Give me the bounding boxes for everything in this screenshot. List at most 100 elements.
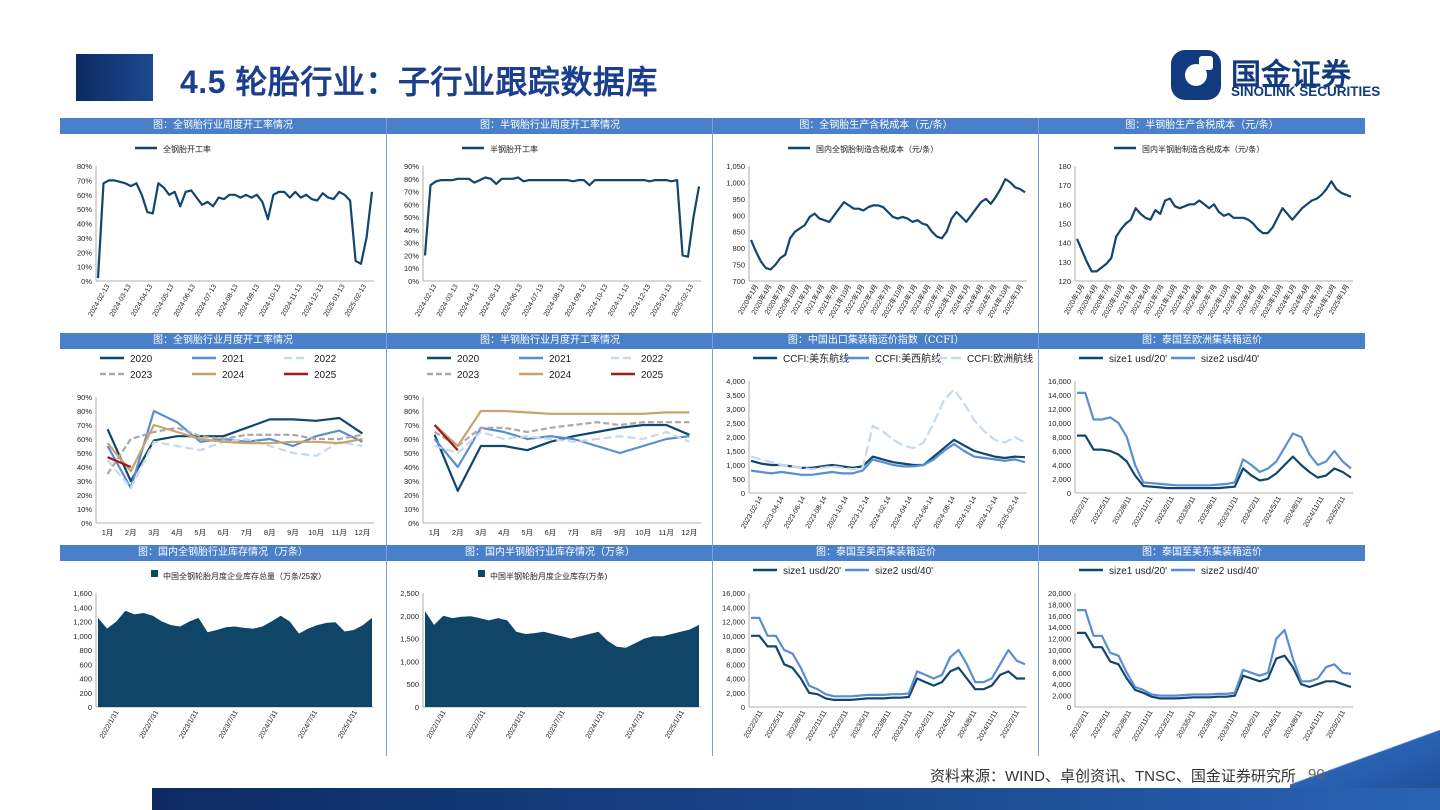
area-series-0 (98, 610, 372, 707)
y-tick-label: 18,000 (1048, 600, 1071, 609)
x-tick-label: 12月 (354, 528, 370, 537)
chart-title: 图：国内半钢胎行业库存情况（万条） (387, 545, 713, 561)
legend-label: 2021 (549, 354, 572, 365)
x-axis: 2020年1月2020年4月2020年7月2020年10月2021年1月2021… (736, 283, 1025, 320)
y-tick-label: 400 (79, 675, 92, 684)
x-tick-label: 10月 (635, 528, 651, 537)
legend-label: 2024 (549, 370, 572, 381)
x-tick-label: 2022/5/11 (1090, 495, 1111, 525)
x-tick-label: 2023/2/11 (829, 709, 850, 739)
y-tick-label: 900 (732, 211, 745, 220)
x-tick-label: 2022/11/11 (806, 709, 829, 742)
y-tick-label: 20,000 (1048, 589, 1071, 598)
legend-label: 2022 (314, 354, 337, 365)
x-tick-label: 2月 (125, 528, 137, 537)
x-tick-label: 2025-02-13 (344, 283, 368, 318)
y-tick-label: 140 (1058, 239, 1071, 248)
y-tick-label: 8,000 (726, 646, 745, 655)
x-tick-label: 2022/7/31 (139, 709, 161, 740)
x-tick-label: 2025/2/11 (1000, 709, 1021, 739)
line-series-0 (749, 177, 1026, 271)
x-tick-label: 3月 (148, 528, 160, 537)
y-tick-label: 90% (77, 393, 92, 402)
y-tick-label: 4,000 (726, 377, 745, 386)
x-tick-label: 5月 (194, 528, 206, 537)
x-tick-label: 2023/1/31 (178, 709, 200, 740)
chart-title: 图：半钢胎生产含税成本（元/条） (1039, 118, 1365, 134)
x-tick-label: 2024/11/11 (977, 709, 1000, 742)
y-tick-label: 70% (77, 176, 92, 185)
y-tick-label: 0% (81, 277, 92, 286)
y-tick-label: 0 (741, 703, 745, 712)
x-tick-label: 2024/2/11 (1240, 709, 1261, 739)
y-tick-label: 1,400 (73, 603, 92, 612)
x-tick-label: 2024-06-13 (173, 283, 197, 318)
legend-label: 2024 (222, 370, 245, 381)
y-tick-label: 90% (404, 393, 419, 402)
x-tick-label: 2023/5/11 (1176, 495, 1197, 525)
chart-panel-c9: 图：国内全钢胎行业库存情况（万条） 中国全钢轮胎月度企业库存总量（万条/25家） 0… (60, 545, 386, 755)
y-tick-label: 0 (415, 703, 419, 712)
y-tick-label: 750 (732, 261, 745, 270)
legend-label: 中国半钢轮胎月度企业库存(万条) (490, 571, 608, 581)
x-tick-label: 2023-10-14 (826, 495, 850, 530)
x-tick-label: 8月 (264, 528, 276, 537)
legend-label: CCFI:欧洲航线 (967, 352, 1033, 365)
x-tick-label: 2022/8/11 (1112, 495, 1133, 525)
y-tick-label: 1,200 (73, 618, 92, 627)
y-tick-label: 30% (404, 239, 419, 248)
y-tick-label: 16,000 (1048, 612, 1071, 621)
y-tick-label: 70% (404, 421, 419, 430)
x-tick-label: 2025/2/11 (1326, 495, 1347, 525)
legend-label: 2023 (130, 370, 153, 381)
x-tick-label: 2024-03-13 (109, 283, 133, 318)
y-tick-label: 40% (77, 220, 92, 229)
chart-panel-c8: 图：泰国至欧洲集装箱运价 size1 usd/20' size2 usd/40' 0 2… (1039, 333, 1365, 541)
legend-label: size1 usd/20' (1109, 566, 1167, 577)
chart-svg: size1 usd/20' size2 usd/40' 0 2,000 4,000 6,0… (1048, 566, 1353, 742)
y-tick-label: 70% (77, 421, 92, 430)
y-tick-label: 1,000 (73, 632, 92, 641)
y-tick-label: 10,000 (1048, 646, 1071, 655)
line-series-0 (433, 423, 690, 492)
y-tick-label: 60% (404, 200, 419, 209)
y-tick-label: 3,500 (726, 391, 745, 400)
chart-legend: size1 usd/20' size2 usd/40' (1079, 354, 1259, 365)
chart-legend: 2020 2021 2022 2023 2024 2025 (427, 354, 664, 381)
x-tick-label: 2024/8/11 (957, 709, 978, 739)
x-tick-label: 6月 (218, 528, 230, 537)
y-tick-label: 60% (404, 435, 419, 444)
y-tick-label: 850 (732, 228, 745, 237)
line-series-1 (1077, 608, 1352, 697)
x-tick-label: 2023/11/11 (891, 709, 914, 742)
y-tick-label: 800 (79, 646, 92, 655)
line-series-0 (106, 416, 364, 483)
y-tick-label: 0 (741, 489, 745, 498)
y-tick-label: 500 (732, 475, 745, 484)
y-tick-label: 130 (1058, 258, 1071, 267)
line-series-5 (107, 456, 132, 469)
x-tick-label: 11月 (332, 528, 347, 537)
legend-label: size1 usd/20' (783, 566, 841, 577)
x-tick-label: 3月 (475, 528, 487, 537)
x-tick-label: 2022/11/11 (1132, 709, 1155, 742)
chart-panel-c1: 图：全钢胎行业周度开工率情况 全钢胎开工率 0% 10% 20% 30% 40% 50% 60%… (60, 118, 386, 329)
y-axis: 700 750 800 850 900 950 1,000 1,050 (726, 162, 745, 286)
x-tick-label: 2023/7/31 (545, 709, 567, 740)
x-tick-label: 12月 (681, 528, 697, 537)
legend-swatch (478, 570, 485, 577)
logo-english-name: SINOLINK SECURITIES (1231, 84, 1381, 99)
x-tick-label: 2024-10-14 (954, 495, 978, 530)
legend-label: 2020 (457, 354, 480, 365)
y-tick-label: 1,500 (726, 447, 745, 456)
legend-label: 2025 (641, 370, 664, 381)
y-tick-label: 50% (404, 213, 419, 222)
y-tick-label: 2,000 (1052, 475, 1071, 484)
chart-legend: 半钢胎开工率 (462, 144, 538, 154)
company-logo: 国金证券 SINOLINK SECURITIES (1171, 48, 1411, 104)
x-tick-label: 2024/2/11 (914, 709, 935, 739)
line-series-2 (750, 388, 1026, 471)
y-tick-label: 80% (77, 162, 92, 171)
x-tick-label: 2024-04-14 (890, 495, 914, 530)
x-tick-label: 7月 (241, 528, 253, 537)
